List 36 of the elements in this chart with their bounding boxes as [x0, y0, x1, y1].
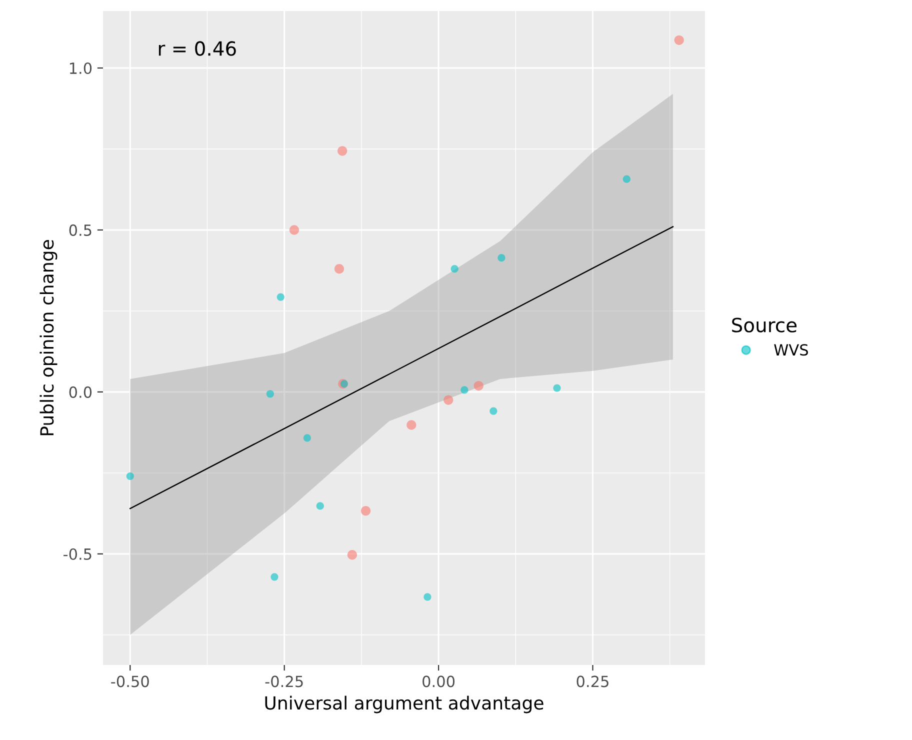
- line-series: [130, 226, 674, 510]
- x-tick-label: -0.50: [111, 676, 149, 688]
- x-tick-label: -0.25: [265, 676, 303, 688]
- y-axis-title: Public opinion change: [40, 240, 58, 436]
- point: [460, 386, 468, 394]
- x-tick-label: 0.25: [576, 676, 608, 688]
- y-tick-label: 1.0: [70, 62, 92, 74]
- point: [303, 434, 311, 442]
- point: [444, 395, 454, 405]
- point: [450, 265, 458, 273]
- point: [289, 225, 300, 235]
- legend-title: Source: [732, 318, 797, 332]
- annotation: r = 0.46: [158, 41, 236, 56]
- y-tick-label: 0.5: [69, 224, 92, 236]
- point: [498, 254, 506, 262]
- point: [553, 384, 561, 392]
- point: [266, 390, 274, 398]
- point: [347, 550, 357, 560]
- y-tick-label: -0.5: [64, 548, 92, 560]
- x-axis-title: Universal argument advantage: [265, 696, 544, 714]
- point: [622, 175, 630, 183]
- point: [334, 264, 344, 274]
- legend-label: WVS: [774, 344, 808, 356]
- point: [126, 472, 134, 480]
- point: [338, 146, 348, 156]
- point: [406, 420, 416, 430]
- point: [360, 506, 371, 516]
- x-tick-label: 0.00: [422, 676, 455, 688]
- point: [316, 502, 324, 510]
- point: [424, 593, 432, 601]
- point: [474, 380, 484, 391]
- y-tick-label: 0.0: [69, 386, 92, 398]
- point: [270, 573, 278, 581]
- point: [674, 35, 684, 45]
- point: [490, 407, 498, 415]
- point: [276, 293, 284, 301]
